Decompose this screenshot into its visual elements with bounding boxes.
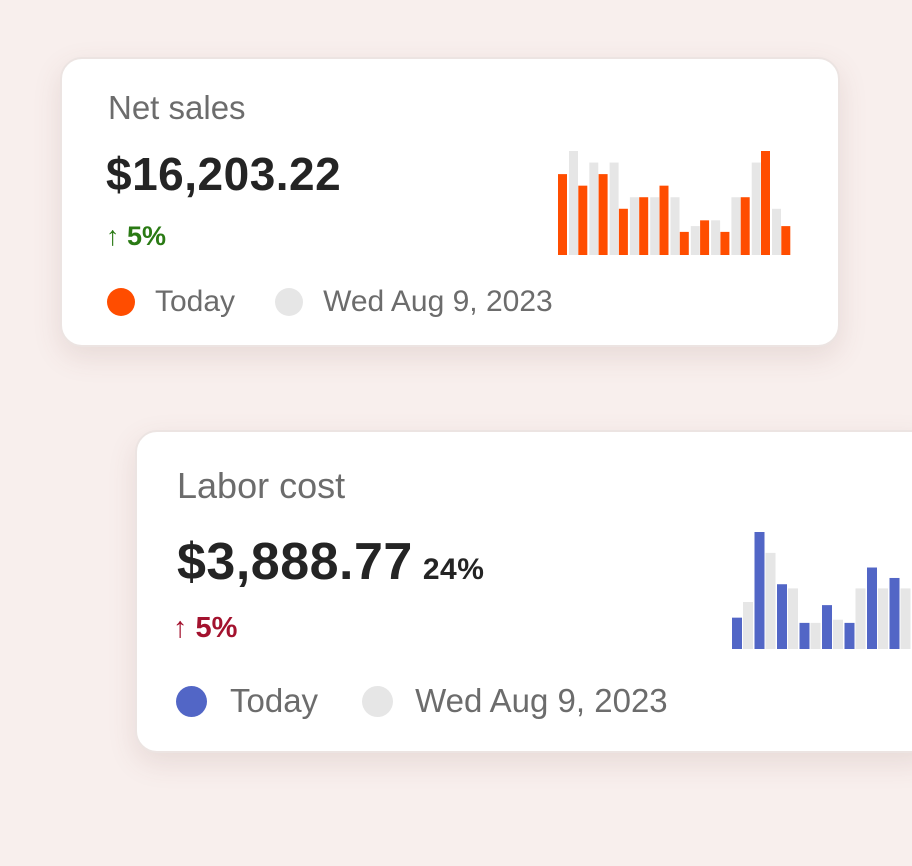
net-sales-card[interactable]: Net sales $16,203.22 ↑ 5% Today Wed Aug …: [60, 57, 840, 347]
today-legend-label: Today: [230, 682, 319, 719]
compare-bar: [833, 619, 843, 649]
today-bar: [781, 226, 791, 255]
labor-cost-percent: 24%: [422, 553, 485, 586]
today-bar: [740, 197, 750, 255]
compare-bar: [731, 197, 741, 255]
today-bar: [732, 617, 742, 649]
card-title: Labor cost: [177, 465, 346, 506]
labor-cost-bar-chart: [732, 532, 911, 649]
net-sales-bar-chart: [558, 151, 791, 255]
compare-bar: [855, 588, 866, 649]
chart-legend: Today Wed Aug 9, 2023: [176, 682, 668, 720]
today-bar: [679, 231, 689, 255]
compare-legend-dot: [362, 685, 394, 717]
compare-bar: [569, 151, 578, 255]
today-legend-dot: [107, 288, 135, 316]
today-bar: [867, 567, 877, 649]
today-bar: [720, 231, 730, 255]
compare-legend-dot: [275, 288, 304, 316]
compare-bar: [670, 197, 680, 255]
compare-bar: [690, 226, 700, 255]
today-bar: [598, 174, 608, 255]
compare-bar: [629, 197, 639, 255]
change-indicator: ↑ 5%: [106, 221, 167, 251]
today-legend-label: Today: [155, 285, 236, 318]
today-bar: [799, 622, 810, 649]
net-sales-amount: $16,203.22: [106, 148, 342, 200]
today-bar: [754, 532, 765, 649]
today-bar: [844, 622, 855, 649]
today-legend-dot: [176, 685, 207, 717]
compare-bar: [788, 588, 798, 649]
compare-bar: [772, 208, 781, 255]
change-indicator: ↑ 5%: [173, 612, 238, 644]
compare-bar: [650, 197, 660, 255]
compare-bar: [751, 162, 761, 255]
today-bar: [761, 151, 770, 255]
today-bar: [822, 605, 832, 649]
compare-bar: [765, 552, 776, 649]
today-bar: [659, 185, 669, 255]
compare-legend-label: Wed Aug 9, 2023: [323, 285, 553, 318]
compare-bar: [743, 601, 753, 649]
compare-bar: [878, 588, 888, 649]
compare-legend-label: Wed Aug 9, 2023: [415, 682, 668, 719]
today-bar: [700, 220, 710, 255]
compare-bar: [609, 162, 619, 255]
compare-bar: [589, 162, 599, 255]
today-bar: [777, 584, 787, 649]
labor-cost-card[interactable]: Labor cost $3,888.77 24% ↑ 5% Today Wed A…: [135, 430, 912, 753]
compare-bar: [810, 622, 821, 649]
today-bar: [639, 197, 649, 255]
chart-legend: Today Wed Aug 9, 2023: [107, 285, 553, 319]
labor-cost-amount: $3,888.77: [177, 533, 413, 591]
card-title: Net sales: [108, 89, 246, 126]
today-bar: [618, 208, 628, 255]
today-bar: [578, 185, 588, 255]
today-bar: [558, 174, 567, 255]
today-bar: [889, 577, 900, 649]
compare-bar: [900, 588, 911, 649]
compare-bar: [711, 220, 721, 255]
labor-cost-amount-row: $3,888.77 24%: [177, 532, 484, 592]
